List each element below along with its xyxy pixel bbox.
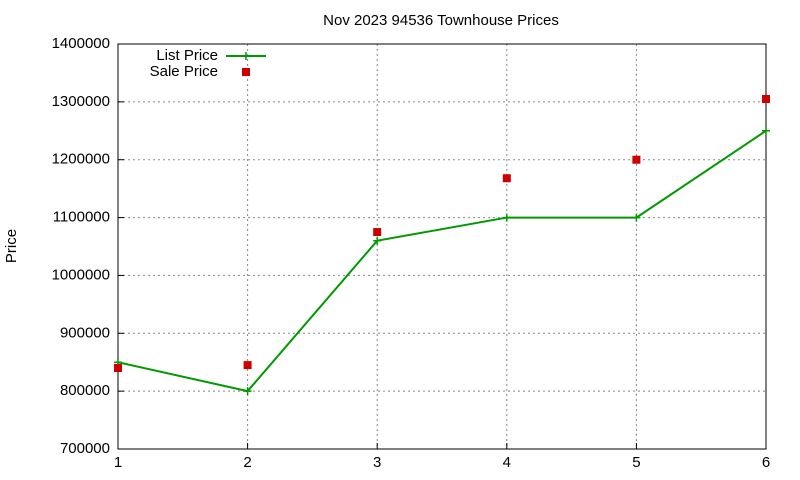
point-marker xyxy=(373,228,382,237)
x-tick-label: 1 xyxy=(114,454,122,471)
legend-swatch xyxy=(242,68,250,76)
point-marker xyxy=(373,236,382,245)
plot-frame xyxy=(117,43,767,450)
y-tick-label: 1000000 xyxy=(52,266,110,283)
y-tick-label: 1200000 xyxy=(52,151,110,168)
point-marker xyxy=(762,94,770,103)
series-line xyxy=(117,129,767,393)
point-marker xyxy=(502,174,511,183)
y-tick-label: 800000 xyxy=(60,382,110,399)
x-tick-label: 6 xyxy=(762,454,770,471)
legend-swatch xyxy=(242,52,250,60)
point-marker xyxy=(632,155,641,164)
point-marker xyxy=(762,126,770,135)
point-marker xyxy=(502,213,511,222)
point-marker xyxy=(632,213,641,222)
y-tick-label: 900000 xyxy=(60,324,110,341)
legend-label: List Price xyxy=(156,47,218,64)
y-tick-label: 1300000 xyxy=(52,93,110,110)
point-marker xyxy=(243,361,252,370)
point-marker xyxy=(243,387,252,396)
y-tick-label: 1100000 xyxy=(53,209,110,226)
x-tick-label: 4 xyxy=(503,454,511,471)
chart-title: Nov 2023 94536 Townhouse Prices xyxy=(323,12,559,29)
x-tick-label: 5 xyxy=(632,454,640,471)
legend-label: Sale Price xyxy=(150,63,218,80)
point-marker xyxy=(114,364,122,372)
x-tick-label: 3 xyxy=(373,454,381,471)
y-axis-label: Price xyxy=(3,229,20,263)
x-tick-label: 2 xyxy=(243,454,251,471)
y-tick-label: 1400000 xyxy=(52,35,110,52)
y-tick-label: 700000 xyxy=(60,440,110,457)
